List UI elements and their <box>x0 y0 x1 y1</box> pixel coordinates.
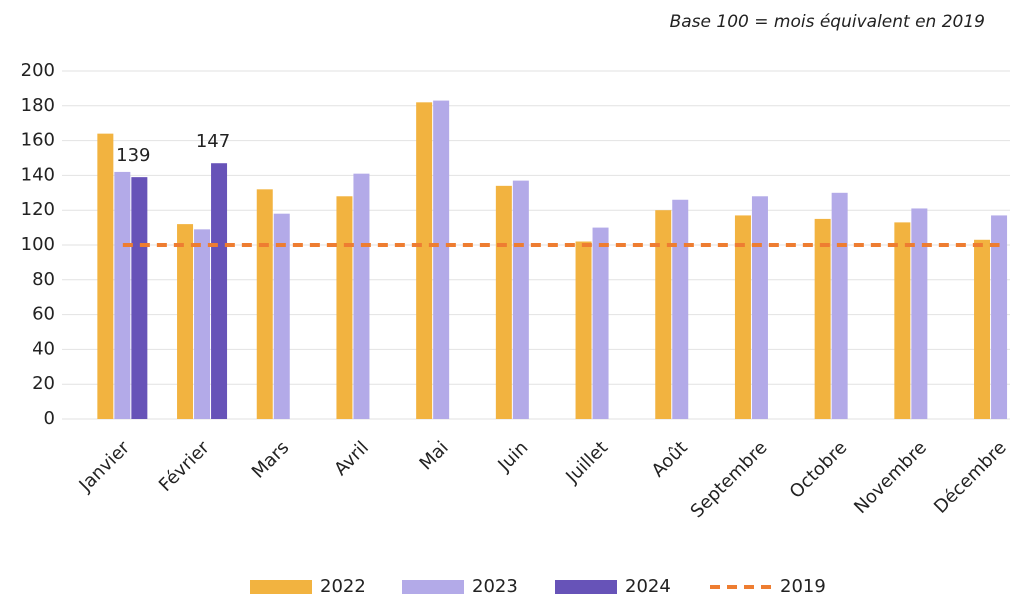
bar <box>751 196 768 419</box>
data-label: 147 <box>196 131 230 152</box>
bar <box>495 185 512 419</box>
x-tick-label: Septembre <box>687 437 772 522</box>
legend-label: 2024 <box>625 576 671 597</box>
bar <box>831 192 848 419</box>
y-tick-label: 120 <box>21 199 55 220</box>
y-tick-label: 40 <box>32 338 55 359</box>
y-tick-label: 60 <box>32 304 55 325</box>
legend-label: 2023 <box>472 576 518 597</box>
x-tick-label: Novembre <box>850 437 931 518</box>
y-tick-label: 0 <box>44 408 55 429</box>
x-tick-label: Juillet <box>561 437 612 488</box>
bar <box>734 215 751 419</box>
bar <box>353 173 370 419</box>
y-tick-label: 100 <box>21 234 55 255</box>
x-tick-label: Mai <box>416 437 453 474</box>
chart-subtitle: Base 100 = mois équivalent en 2019 <box>670 12 985 32</box>
bar <box>211 163 228 419</box>
bar <box>131 177 148 419</box>
legend-swatch <box>555 580 617 594</box>
x-tick-label: Février <box>155 437 214 496</box>
x-tick-label: Août <box>648 437 692 481</box>
bar <box>592 227 609 419</box>
bar <box>512 180 529 419</box>
data-label: 139 <box>116 145 150 166</box>
bar <box>433 100 450 419</box>
bar <box>336 196 353 419</box>
legend-label: 2019 <box>780 576 826 597</box>
x-tick-label: Janvier <box>75 437 135 497</box>
x-tick-label: Avril <box>330 437 373 480</box>
bar <box>974 239 991 419</box>
legend-label: 2022 <box>320 576 366 597</box>
bar <box>655 210 672 419</box>
bar <box>991 215 1008 419</box>
y-tick-label: 140 <box>21 164 55 185</box>
legend-swatch <box>402 580 464 594</box>
bar <box>194 229 211 419</box>
x-tick-label: Octobre <box>786 437 852 503</box>
bar <box>114 171 131 419</box>
y-tick-label: 160 <box>21 130 55 151</box>
legend-swatch <box>250 580 312 594</box>
bar <box>177 224 194 419</box>
x-tick-label: Décembre <box>930 437 1011 518</box>
bar <box>273 213 290 419</box>
y-tick-label: 180 <box>21 95 55 116</box>
x-tick-label: Juin <box>493 437 532 476</box>
y-tick-label: 200 <box>21 60 55 81</box>
bar <box>256 189 273 419</box>
bar <box>814 218 831 419</box>
x-tick-label: Mars <box>248 437 293 482</box>
bar <box>672 199 689 419</box>
bar <box>416 102 433 419</box>
bar <box>97 133 114 419</box>
y-tick-label: 20 <box>32 373 55 394</box>
y-tick-label: 80 <box>32 269 55 290</box>
bar <box>894 222 911 419</box>
bar <box>575 241 592 419</box>
bar <box>911 208 928 419</box>
